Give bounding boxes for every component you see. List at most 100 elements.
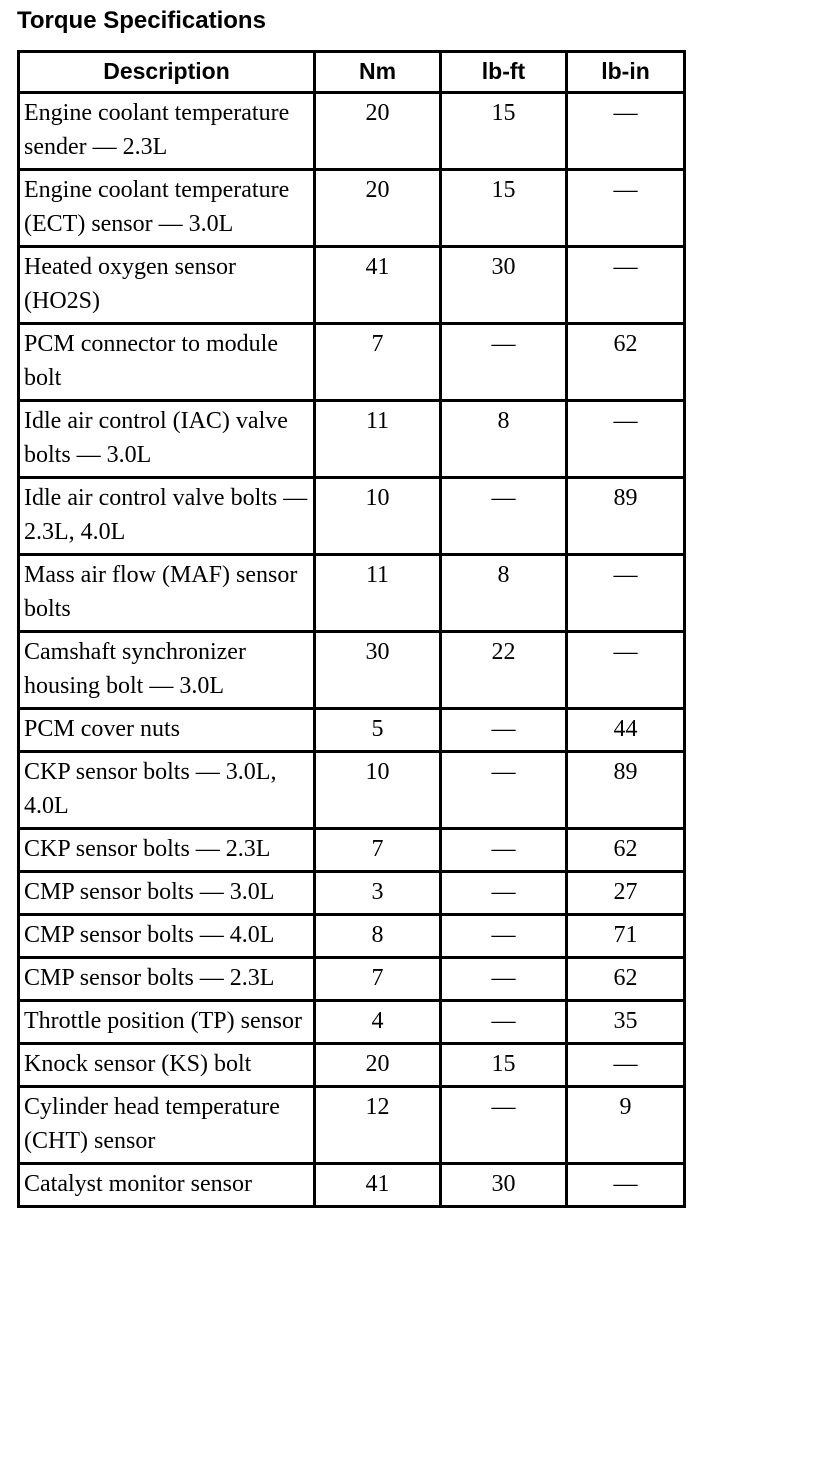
description-cell: Engine coolant temperature sender — 2.3L (17, 91, 316, 171)
lb-ft-value-cell: 8 (439, 553, 568, 633)
table-row: PCM connector to module bolt 7 — 62 (17, 322, 686, 402)
description-cell: Throttle position (TP) sensor (17, 999, 316, 1045)
column-header-lb-in: lb-in (565, 50, 686, 94)
lb-ft-value-cell: 30 (439, 1162, 568, 1208)
description-cell: Cylinder head temperature (CHT) sensor (17, 1085, 316, 1165)
lb-ft-value-cell: — (439, 1085, 568, 1165)
lb-in-value-cell: — (565, 553, 686, 633)
header-row: Description Nm lb-ft lb-in (17, 50, 686, 94)
lb-ft-value-cell: 8 (439, 399, 568, 479)
description-cell: CKP sensor bolts — 2.3L (17, 827, 316, 873)
description-cell: Knock sensor (KS) bolt (17, 1042, 316, 1088)
description-cell: CMP sensor bolts — 4.0L (17, 913, 316, 959)
description-cell: Engine coolant temperature (ECT) sensor … (17, 168, 316, 248)
nm-value-cell: 7 (313, 956, 442, 1002)
lb-in-value-cell: — (565, 399, 686, 479)
column-header-lb-ft: lb-ft (439, 50, 568, 94)
nm-value-cell: 11 (313, 553, 442, 633)
nm-value-cell: 7 (313, 322, 442, 402)
table-header: Description Nm lb-ft lb-in (17, 50, 686, 94)
lb-ft-value-cell: — (439, 476, 568, 556)
lb-ft-value-cell: — (439, 707, 568, 753)
lb-ft-value-cell: — (439, 913, 568, 959)
lb-in-value-cell: 9 (565, 1085, 686, 1165)
lb-ft-value-cell: — (439, 322, 568, 402)
nm-value-cell: 12 (313, 1085, 442, 1165)
table-row: PCM cover nuts 5 — 44 (17, 707, 686, 753)
table-row: CKP sensor bolts — 3.0L, 4.0L 10 — 89 (17, 750, 686, 830)
nm-value-cell: 5 (313, 707, 442, 753)
nm-value-cell: 11 (313, 399, 442, 479)
lb-ft-value-cell: — (439, 750, 568, 830)
lb-in-value-cell: 89 (565, 476, 686, 556)
nm-value-cell: 4 (313, 999, 442, 1045)
lb-in-value-cell: 62 (565, 827, 686, 873)
lb-in-value-cell: 44 (565, 707, 686, 753)
description-cell: Idle air control valve bolts — 2.3L, 4.0… (17, 476, 316, 556)
description-cell: Mass air flow (MAF) sensor bolts (17, 553, 316, 633)
lb-ft-value-cell: — (439, 827, 568, 873)
table-row: Idle air control valve bolts — 2.3L, 4.0… (17, 476, 686, 556)
nm-value-cell: 7 (313, 827, 442, 873)
nm-value-cell: 3 (313, 870, 442, 916)
table-row: Throttle position (TP) sensor 4 — 35 (17, 999, 686, 1045)
lb-in-value-cell: 71 (565, 913, 686, 959)
lb-in-value-cell: 27 (565, 870, 686, 916)
lb-ft-value-cell: 22 (439, 630, 568, 710)
description-cell: Catalyst monitor sensor (17, 1162, 316, 1208)
lb-ft-value-cell: — (439, 999, 568, 1045)
table-row: CMP sensor bolts — 4.0L 8 — 71 (17, 913, 686, 959)
nm-value-cell: 10 (313, 750, 442, 830)
table-row: Knock sensor (KS) bolt 20 15 — (17, 1042, 686, 1088)
lb-ft-value-cell: 15 (439, 1042, 568, 1088)
table-body: Engine coolant temperature sender — 2.3L… (17, 91, 686, 1208)
nm-value-cell: 20 (313, 168, 442, 248)
lb-in-value-cell: 35 (565, 999, 686, 1045)
nm-value-cell: 20 (313, 91, 442, 171)
table-row: CMP sensor bolts — 3.0L 3 — 27 (17, 870, 686, 916)
nm-value-cell: 41 (313, 245, 442, 325)
table-row: CKP sensor bolts — 2.3L 7 — 62 (17, 827, 686, 873)
nm-value-cell: 20 (313, 1042, 442, 1088)
description-cell: CMP sensor bolts — 3.0L (17, 870, 316, 916)
nm-value-cell: 41 (313, 1162, 442, 1208)
lb-in-value-cell: 89 (565, 750, 686, 830)
table-row: CMP sensor bolts — 2.3L 7 — 62 (17, 956, 686, 1002)
column-header-description: Description (17, 50, 316, 94)
lb-ft-value-cell: 30 (439, 245, 568, 325)
lb-in-value-cell: 62 (565, 322, 686, 402)
description-cell: PCM cover nuts (17, 707, 316, 753)
lb-ft-value-cell: 15 (439, 168, 568, 248)
lb-in-value-cell: — (565, 630, 686, 710)
table-row: Idle air control (IAC) valve bolts — 3.0… (17, 399, 686, 479)
table-row: Cylinder head temperature (CHT) sensor 1… (17, 1085, 686, 1165)
nm-value-cell: 10 (313, 476, 442, 556)
torque-spec-table: Description Nm lb-ft lb-in Engine coolan… (17, 50, 686, 1208)
description-cell: Heated oxygen sensor (HO2S) (17, 245, 316, 325)
lb-in-value-cell: — (565, 168, 686, 248)
table-row: Catalyst monitor sensor 41 30 — (17, 1162, 686, 1208)
table-row: Heated oxygen sensor (HO2S) 41 30 — (17, 245, 686, 325)
lb-ft-value-cell: — (439, 956, 568, 1002)
description-cell: CKP sensor bolts — 3.0L, 4.0L (17, 750, 316, 830)
table-row: Engine coolant temperature (ECT) sensor … (17, 168, 686, 248)
nm-value-cell: 30 (313, 630, 442, 710)
lb-in-value-cell: — (565, 91, 686, 171)
description-cell: CMP sensor bolts — 2.3L (17, 956, 316, 1002)
lb-in-value-cell: — (565, 245, 686, 325)
description-cell: PCM connector to module bolt (17, 322, 316, 402)
table-row: Camshaft synchronizer housing bolt — 3.0… (17, 630, 686, 710)
table-row: Mass air flow (MAF) sensor bolts 11 8 — (17, 553, 686, 633)
description-cell: Idle air control (IAC) valve bolts — 3.0… (17, 399, 316, 479)
lb-ft-value-cell: 15 (439, 91, 568, 171)
page-title: Torque Specifications (17, 7, 266, 34)
lb-in-value-cell: — (565, 1042, 686, 1088)
lb-in-value-cell: 62 (565, 956, 686, 1002)
column-header-nm: Nm (313, 50, 442, 94)
table-row: Engine coolant temperature sender — 2.3L… (17, 91, 686, 171)
description-cell: Camshaft synchronizer housing bolt — 3.0… (17, 630, 316, 710)
lb-in-value-cell: — (565, 1162, 686, 1208)
nm-value-cell: 8 (313, 913, 442, 959)
lb-ft-value-cell: — (439, 870, 568, 916)
